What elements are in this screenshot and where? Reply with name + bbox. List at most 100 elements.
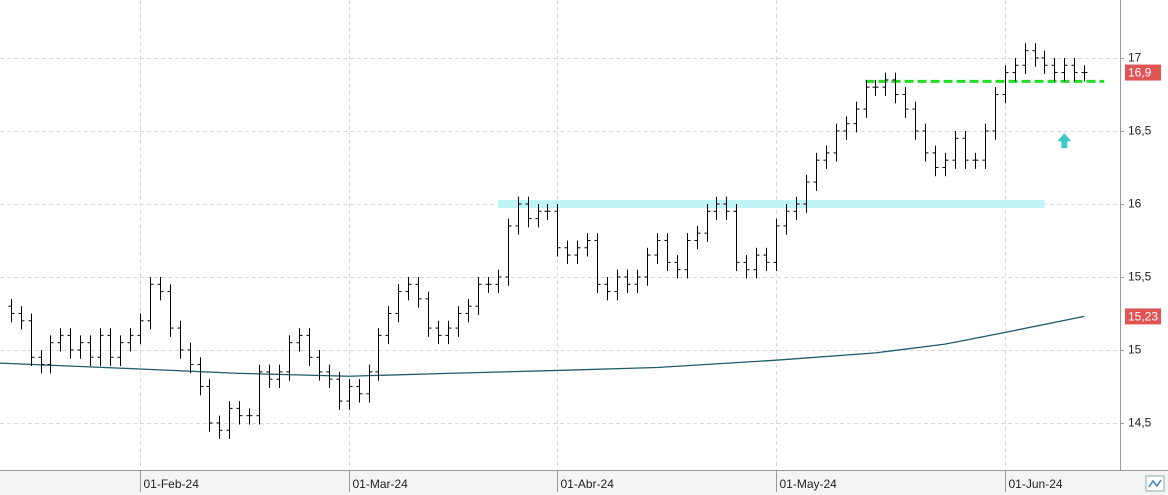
ohlc-bar <box>1071 57 1078 82</box>
ohlc-bar <box>356 379 363 403</box>
y-tick-label: 17 <box>1128 51 1142 65</box>
ohlc-bar <box>1002 65 1009 104</box>
ohlc-bar <box>624 269 631 294</box>
ohlc-bar <box>445 320 452 345</box>
date-axis-strip <box>0 471 1168 495</box>
ohlc-bar <box>306 328 313 367</box>
ohlc-bar <box>843 116 850 140</box>
ohlc-bar <box>664 233 671 272</box>
ohlc-bar <box>882 72 889 96</box>
ohlc-bar <box>495 269 502 294</box>
ohlc-bar <box>1012 57 1019 82</box>
ohlc-bar <box>465 298 472 323</box>
ohlc-bar <box>197 357 204 396</box>
x-tick-label: 01-Mar-24 <box>353 477 409 491</box>
ohlc-bar <box>1032 43 1039 67</box>
y-tick-label: 16,5 <box>1128 124 1152 138</box>
ohlc-bar <box>912 101 919 140</box>
ohlc-bar <box>932 145 939 177</box>
ohlc-bar <box>614 269 621 301</box>
ohlc-bar <box>544 203 551 221</box>
ohlc-bar <box>704 203 711 242</box>
ohlc-bar <box>38 349 45 374</box>
ohlc-bar <box>733 203 740 272</box>
ohlc-bar <box>713 196 720 221</box>
ohlc-bar <box>952 130 959 169</box>
ohlc-bar <box>813 152 820 191</box>
ohlc-bar <box>753 247 760 279</box>
corner-icon <box>1148 479 1162 488</box>
ohlc-bar <box>137 313 144 345</box>
ohlc-bar <box>206 379 213 432</box>
ohlc-bar <box>366 364 373 403</box>
ohlc-bar <box>853 101 860 133</box>
x-tick-label: 01-Jun-24 <box>1009 477 1063 491</box>
ohlc-bar <box>1041 50 1048 75</box>
ohlc-bar <box>674 255 681 279</box>
ohlc-bar <box>654 233 661 264</box>
ohlc-bar <box>872 79 879 96</box>
y-tick-label: 16 <box>1128 197 1142 211</box>
ohlc-bar <box>982 123 989 169</box>
x-tick-label: 01-Abr-24 <box>561 477 615 491</box>
ohlc-bar <box>455 306 462 337</box>
ohlc-bar <box>743 255 750 279</box>
ohlc-bar <box>505 218 512 286</box>
ohlc-bar <box>28 313 35 367</box>
ohlc-bar <box>256 364 263 425</box>
ohlc-bar <box>226 401 233 440</box>
ohlc-bar <box>644 247 651 286</box>
signal-arrow <box>1057 133 1072 149</box>
price-label-box <box>1125 64 1161 81</box>
ohlc-bar <box>564 240 571 264</box>
x-tick-label: 01-May-24 <box>780 477 838 491</box>
ohlc-bar <box>763 247 770 272</box>
ohlc-bar <box>694 225 701 250</box>
ohlc-bar <box>87 335 94 367</box>
ohlc-bar <box>1081 65 1088 82</box>
y-tick-label: 15,5 <box>1128 270 1152 284</box>
ohlc-bar <box>147 276 154 330</box>
ohlc-bar <box>992 87 999 140</box>
price-label: 16,9 <box>1128 66 1152 80</box>
ohlc-bar <box>554 203 561 257</box>
y-tick-label: 15 <box>1128 343 1142 357</box>
ohlc-bar <box>77 335 84 359</box>
ohlc-bar <box>684 233 691 279</box>
ohlc-bar <box>8 298 15 323</box>
ohlc-bar <box>634 269 641 294</box>
ohlc-bar <box>435 320 442 345</box>
ohlc-bar <box>863 79 870 118</box>
ohlc-bar <box>167 284 174 337</box>
ohlc-bar <box>515 196 522 235</box>
support-band <box>497 199 1045 208</box>
ohlc-bar <box>525 196 532 228</box>
ohlc-bar <box>97 328 104 367</box>
ohlc-bar <box>803 174 810 213</box>
ohlc-bar <box>47 335 54 374</box>
ohlc-bar <box>892 72 899 104</box>
ohlc-bar <box>415 276 422 308</box>
ohlc-bar <box>246 408 253 425</box>
ohlc-bar <box>535 203 542 228</box>
ohlc-bar <box>266 364 273 388</box>
price-label-box <box>1125 308 1161 325</box>
ohlc-bar <box>833 123 840 162</box>
ohlc-bar <box>723 196 730 221</box>
ohlc-bar <box>604 276 611 301</box>
ohlc-bar <box>823 145 830 169</box>
ohlc-bar <box>942 152 949 177</box>
ohlc-bar <box>594 233 601 294</box>
ohlc-bar <box>296 328 303 352</box>
ohlc-bar <box>902 87 909 118</box>
ohlc-bar <box>405 276 412 301</box>
ohlc-bar <box>475 276 482 315</box>
ohlc-bar <box>236 401 243 425</box>
ohlc-bar <box>177 320 184 359</box>
moving-average <box>0 315 1085 377</box>
ohlc-bar <box>793 196 800 221</box>
ohlc-bar <box>962 130 969 169</box>
ohlc-bar <box>346 379 353 410</box>
